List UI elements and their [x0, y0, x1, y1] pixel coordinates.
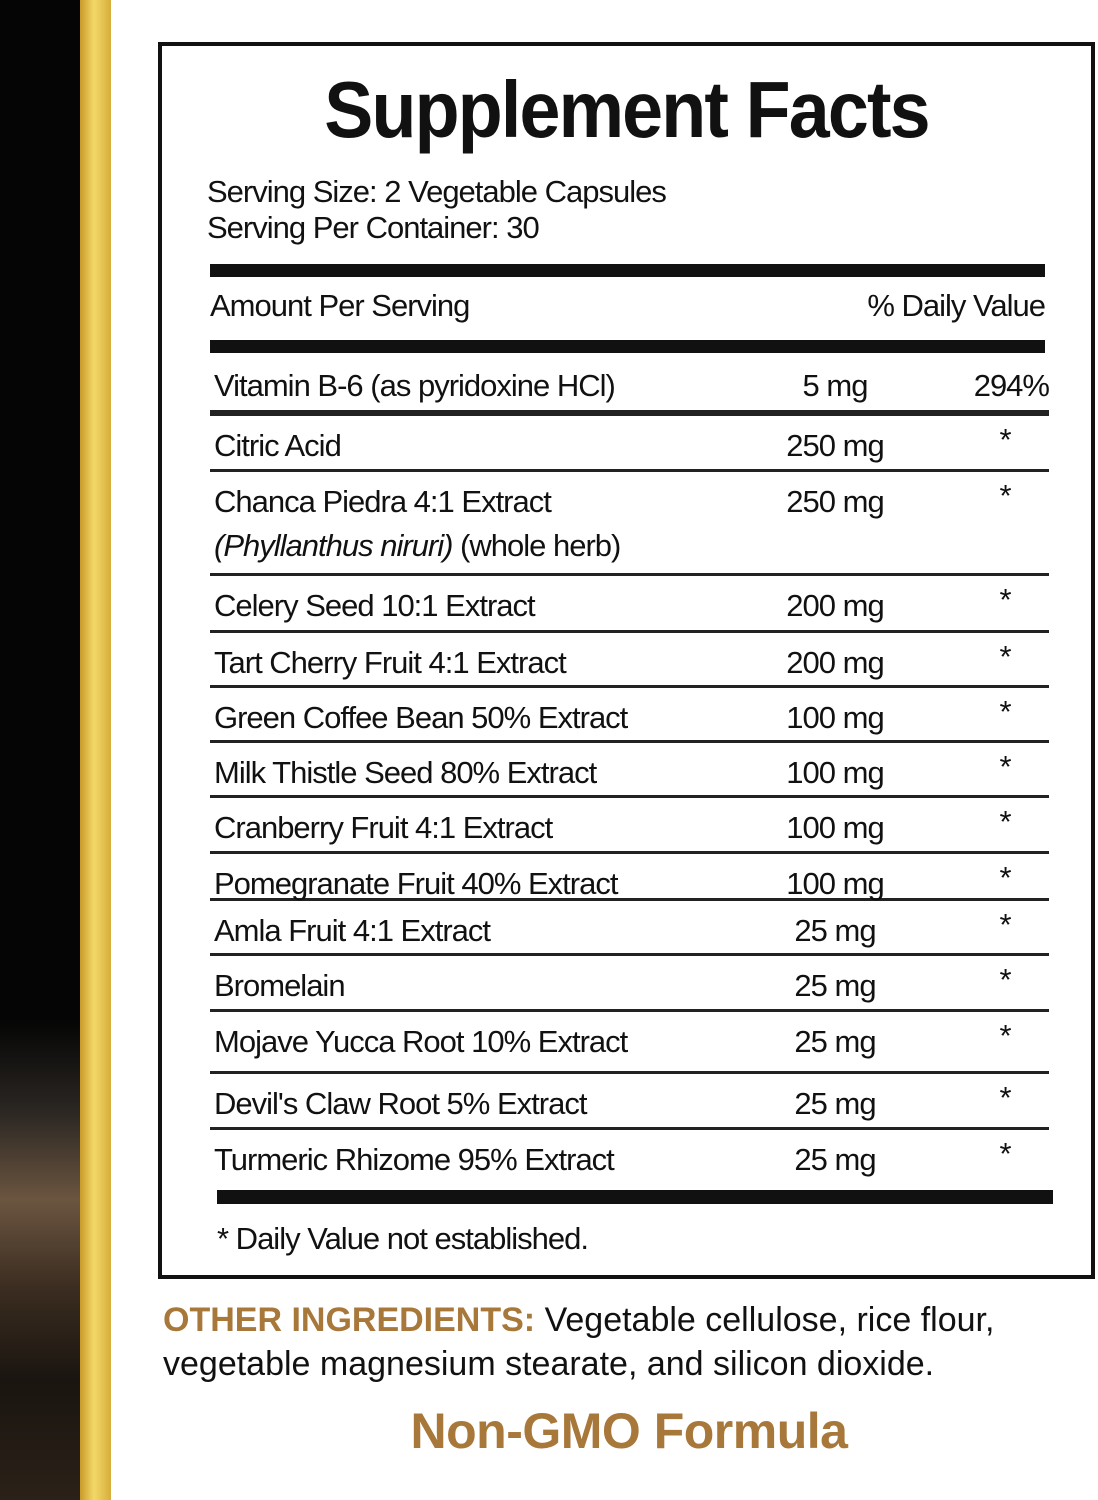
ingredient-name: Milk Thistle Seed 80% Extract	[214, 755, 597, 790]
ingredient-amount: 100 mg	[786, 700, 884, 735]
decorative-gold-strip	[80, 0, 111, 1500]
serving-size: Serving Size: 2 Vegetable Capsules	[207, 174, 667, 209]
ingredient-daily-value: *	[999, 1018, 1011, 1053]
ingredient-name: Turmeric Rhizome 95% Extract	[214, 1142, 615, 1177]
ingredient-row: Chanca Piedra 4:1 Extract (Phyllanthus ni…	[210, 472, 1049, 576]
ingredient-name: Vitamin B-6 (as pyridoxine HCl)	[214, 368, 616, 403]
ingredient-amount: 25 mg	[794, 913, 876, 948]
ingredient-name: Devil's Claw Root 5% Extract	[214, 1086, 587, 1121]
ingredient-daily-value: *	[999, 1136, 1011, 1171]
latin-name: (Phyllanthus niruri)	[214, 528, 453, 563]
ingredient-name: Pomegranate Fruit 40% Extract	[214, 866, 618, 901]
servings-per-container: Serving Per Container: 30	[207, 210, 540, 245]
other-ingredients: OTHER INGREDIENTS: Vegetable cellulose, …	[163, 1298, 1098, 1386]
ingredient-daily-value: *	[999, 860, 1011, 895]
ingredient-amount: 25 mg	[794, 1024, 876, 1059]
ingredient-table: Vitamin B-6 (as pyridoxine HCl) 5 mg 294% C…	[210, 356, 1050, 1196]
ingredient-amount: 200 mg	[786, 588, 884, 623]
ingredient-name: Bromelain	[214, 968, 346, 1003]
supplement-facts-panel: Supplement Facts Serving Size: 2 Vegetab…	[158, 42, 1095, 1279]
ingredient-name: Celery Seed 10:1 Extract	[214, 588, 536, 623]
ingredient-name: Amla Fruit 4:1 Extract	[214, 913, 491, 948]
ingredient-amount: 100 mg	[786, 810, 884, 845]
ingredient-row: Pomegranate Fruit 40% Extract 100 mg *	[210, 854, 1049, 901]
ingredient-daily-value: *	[999, 907, 1011, 942]
ingredient-name: Tart Cherry Fruit 4:1 Extract	[214, 645, 567, 680]
ingredient-name: Citric Acid	[214, 428, 342, 463]
ingredient-row: Turmeric Rhizome 95% Extract 25 mg *	[210, 1130, 1049, 1196]
ingredient-daily-value: *	[999, 1080, 1011, 1115]
ingredient-daily-value: *	[999, 422, 1011, 457]
ingredient-amount: 5 mg	[802, 368, 869, 403]
non-gmo-label: Non-GMO Formula	[410, 1403, 848, 1459]
ingredient-daily-value: *	[999, 749, 1011, 784]
ingredient-row: Mojave Yucca Root 10% Extract 25 mg *	[210, 1012, 1049, 1074]
ingredient-amount: 250 mg	[786, 484, 884, 519]
ingredient-row: Milk Thistle Seed 80% Extract 100 mg *	[210, 743, 1049, 798]
ingredient-amount: 25 mg	[794, 968, 876, 1003]
ingredient-amount: 25 mg	[794, 1142, 876, 1177]
ingredient-daily-value: *	[999, 639, 1011, 674]
ingredient-daily-value: *	[999, 804, 1011, 839]
divider-thick	[210, 340, 1045, 353]
ingredient-row: Tart Cherry Fruit 4:1 Extract 200 mg *	[210, 633, 1049, 688]
ingredient-amount: 25 mg	[794, 1086, 876, 1121]
ingredient-row: Citric Acid 250 mg *	[210, 416, 1049, 472]
ingredient-name: Cranberry Fruit 4:1 Extract	[214, 810, 553, 845]
ingredient-daily-value: 294%	[973, 368, 1050, 403]
ingredient-daily-value: *	[999, 962, 1011, 997]
other-ingredients-label: OTHER INGREDIENTS:	[163, 1301, 536, 1339]
footnote: * Daily Value not established.	[217, 1221, 589, 1256]
divider-thick	[210, 264, 1045, 277]
ingredient-row: Green Coffee Bean 50% Extract 100 mg *	[210, 688, 1049, 743]
ingredient-daily-value: *	[999, 582, 1011, 617]
daily-value-header: % Daily Value	[867, 288, 1046, 323]
panel-title: Supplement Facts	[324, 65, 930, 154]
ingredient-amount: 100 mg	[786, 866, 884, 901]
ingredient-row: Bromelain 25 mg *	[210, 956, 1049, 1012]
ingredient-name: Green Coffee Bean 50% Extract	[214, 700, 628, 735]
ingredient-row: Vitamin B-6 (as pyridoxine HCl) 5 mg 294%	[210, 356, 1050, 416]
ingredient-row: Cranberry Fruit 4:1 Extract 100 mg *	[210, 798, 1049, 854]
ingredient-daily-value: *	[999, 694, 1011, 729]
divider-thick	[217, 1190, 1053, 1204]
ingredient-row: Devil's Claw Root 5% Extract 25 mg *	[210, 1074, 1049, 1130]
amount-per-serving-header: Amount Per Serving	[210, 288, 470, 323]
ingredient-name: Mojave Yucca Root 10% Extract	[214, 1024, 628, 1059]
ingredient-amount: 100 mg	[786, 755, 884, 790]
ingredient-row: Amla Fruit 4:1 Extract 25 mg *	[210, 901, 1049, 956]
other-ingredients-text: Vegetable cellulose, rice flour, vegetab…	[163, 1301, 995, 1383]
ingredient-daily-value: *	[999, 478, 1011, 513]
ingredient-amount: 200 mg	[786, 645, 884, 680]
plant-part: (whole herb)	[452, 528, 621, 563]
ingredient-row: Celery Seed 10:1 Extract 200 mg *	[210, 576, 1049, 633]
ingredient-amount: 250 mg	[786, 428, 884, 463]
ingredient-name: Chanca Piedra 4:1 Extract	[214, 484, 552, 519]
ingredient-source: (Phyllanthus niruri) (whole herb)	[214, 524, 621, 568]
decorative-dark-strip	[0, 0, 80, 1500]
